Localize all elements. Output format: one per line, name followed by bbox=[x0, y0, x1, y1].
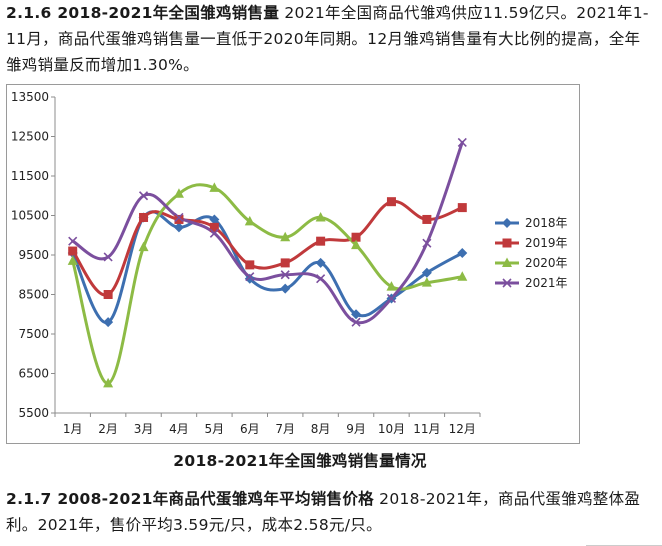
series-3-point-8 bbox=[351, 317, 361, 327]
series-0-point-8 bbox=[351, 309, 362, 320]
section-2-1-7-heading: 2.1.7 2008-2021年商品代蛋雏鸡年平均销售价格 bbox=[6, 490, 374, 508]
y-tick-label-3: 8500 bbox=[18, 288, 49, 302]
series-2-point-3 bbox=[173, 188, 184, 198]
series-2-point-4 bbox=[209, 182, 220, 192]
series-3-point-10 bbox=[422, 238, 432, 248]
series-0-point-1 bbox=[103, 317, 114, 328]
series-0-point-4 bbox=[209, 214, 220, 225]
series-1-point-1 bbox=[103, 290, 113, 299]
series-1-point-4 bbox=[209, 222, 219, 232]
series-3-point-9 bbox=[386, 293, 397, 304]
series-2-point-1 bbox=[103, 377, 114, 388]
section-2-1-6-text: 2021年全国商品代雏鸡供应11.59亿只。2021年1-11月，商品代蛋雏鸡销… bbox=[6, 4, 649, 74]
legend-label-2: 2020年 bbox=[525, 256, 568, 270]
sales-line-chart: 5500 6500 7500 8500 9500 10500 11500 12500 13500… bbox=[11, 90, 568, 436]
series-1-point-0 bbox=[68, 246, 78, 256]
series-0-point-3 bbox=[173, 222, 184, 233]
x-tick-label-7: 8月 bbox=[311, 422, 331, 436]
legend-label-3: 2021年 bbox=[525, 276, 568, 290]
series-3-point-7 bbox=[316, 274, 326, 284]
x-tick-label-8: 9月 bbox=[346, 422, 366, 436]
section-2-1-6-paragraph: 2.1.6 2018-2021年全国雏鸡销售量 2021年全国商品代雏鸡供应11… bbox=[6, 0, 656, 78]
legend-marker-3 bbox=[502, 278, 512, 288]
chart-frame: 5500 6500 7500 8500 9500 10500 11500 12500 13500… bbox=[6, 84, 580, 444]
x-tick-label-4: 5月 bbox=[205, 422, 225, 436]
series-0-point-5 bbox=[244, 273, 255, 284]
series-3-point-5 bbox=[245, 272, 255, 282]
series-3-point-2 bbox=[138, 191, 149, 201]
x-tick-label-3: 4月 bbox=[169, 422, 189, 436]
y-tick-label-8: 13500 bbox=[11, 90, 49, 104]
series-1-point-7 bbox=[316, 236, 326, 246]
series-1-point-8 bbox=[351, 232, 361, 242]
series-1-point-3 bbox=[174, 214, 184, 224]
series-2-point-0 bbox=[67, 255, 78, 265]
y-tick-label-1: 6500 bbox=[18, 367, 49, 381]
series-1-point-9 bbox=[386, 197, 396, 207]
series-0-point-11 bbox=[457, 248, 468, 259]
section-2-1-6-heading: 2.1.6 2018-2021年全国雏鸡销售量 bbox=[6, 4, 280, 22]
section-2-1-7-text: 2018-2021年，商品代蛋雏鸡整体盈利。2021年，售价平均3.59元/只，… bbox=[6, 490, 641, 534]
series-1-point-6 bbox=[280, 258, 290, 268]
series-3-point-1 bbox=[103, 252, 113, 262]
x-tick-label-5: 6月 bbox=[240, 422, 260, 436]
series-2-point-9 bbox=[386, 281, 397, 291]
x-tick-label-0: 1月 bbox=[63, 422, 83, 436]
legend-marker-1 bbox=[502, 238, 512, 248]
series-3-point-0 bbox=[68, 236, 78, 246]
y-tick-label-5: 10500 bbox=[11, 209, 49, 223]
y-tick-label-2: 7500 bbox=[18, 327, 49, 341]
series-3-point-3 bbox=[174, 212, 184, 223]
series-3-point-4 bbox=[209, 228, 219, 238]
series-2-point-5 bbox=[244, 215, 255, 226]
legend-marker-0 bbox=[502, 218, 512, 228]
x-tick-label-6: 7月 bbox=[275, 422, 295, 436]
legend-marker-2 bbox=[502, 257, 512, 267]
series-3-point-11 bbox=[457, 137, 467, 147]
series-1-point-11 bbox=[457, 203, 467, 213]
series-1-point-10 bbox=[422, 214, 432, 224]
series-2-point-8 bbox=[351, 239, 362, 250]
x-tick-label-2: 3月 bbox=[134, 422, 154, 436]
series-2-point-2 bbox=[138, 241, 149, 252]
y-tick-label-0: 5500 bbox=[18, 406, 49, 420]
series-2-point-11 bbox=[457, 271, 468, 281]
x-tick-label-9: 10月 bbox=[378, 422, 405, 436]
y-tick-label-4: 9500 bbox=[18, 248, 49, 262]
series-0-point-6 bbox=[280, 283, 291, 294]
series-0-point-10 bbox=[421, 267, 432, 278]
x-tick-label-1: 2月 bbox=[98, 422, 118, 436]
x-tick-label-10: 11月 bbox=[413, 422, 440, 436]
series-1-point-5 bbox=[245, 260, 255, 270]
y-tick-label-6: 11500 bbox=[11, 169, 49, 183]
series-2-point-6 bbox=[280, 231, 291, 242]
series-3-point-6 bbox=[280, 270, 290, 280]
x-tick-label-11: 12月 bbox=[449, 422, 476, 436]
series-1-point-2 bbox=[139, 212, 149, 222]
y-tick-label-7: 12500 bbox=[11, 130, 49, 144]
series-2-point-7 bbox=[315, 211, 326, 222]
chart-caption: 2018-2021年全国雏鸡销售量情况 bbox=[173, 452, 427, 470]
series-0-point-7 bbox=[315, 257, 326, 268]
legend-label-0: 2018年 bbox=[525, 216, 568, 230]
legend-label-1: 2019年 bbox=[525, 236, 568, 250]
section-2-1-7-paragraph: 2.1.7 2008-2021年商品代蛋雏鸡年平均销售价格 2018-2021年… bbox=[6, 486, 656, 538]
series-2-point-10 bbox=[421, 277, 432, 287]
